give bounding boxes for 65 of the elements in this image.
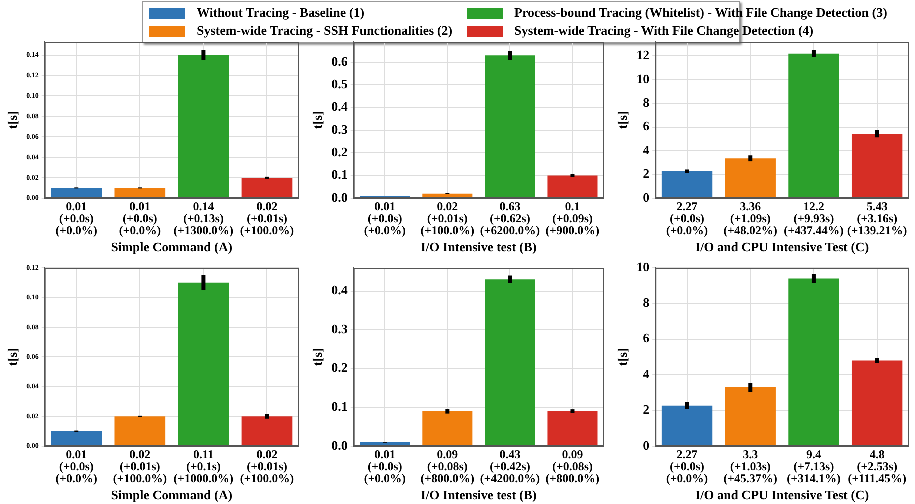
x-tick-label: 3.3 (+1.03s) (+45.37%)	[724, 447, 778, 486]
y-tick-label: 0.3	[332, 321, 348, 336]
x-tick-label: 0.1 (+0.09s) (+900.0%)	[546, 199, 600, 238]
y-axis-title: t[s]	[5, 111, 20, 130]
y-tick-label: 0.5	[332, 76, 348, 92]
x-tick-label: 2.27 (+0.0s) (+0.0%)	[666, 447, 708, 486]
x-tick-label: 0.09 (+0.08s) (+800.0%)	[546, 447, 600, 486]
y-axis-title: t[s]	[310, 111, 326, 130]
y-tick-label: 2	[643, 166, 650, 182]
y-axis-title: t[s]	[5, 348, 20, 366]
y-tick-label: 0.2	[332, 360, 348, 376]
y-tick-label: 0.4	[332, 99, 348, 114]
x-tick-label: 0.01 (+0.0s) (+0.0%)	[119, 199, 162, 238]
x-axis-title: I/O and CPU Intensive Test (C)	[695, 488, 870, 503]
x-axis-title: Simple Command (A)	[111, 240, 233, 255]
y-tick-label: 8	[643, 295, 650, 310]
y-tick-label: 0	[643, 438, 650, 453]
x-tick-label: 0.01 (+0.0s) (+0.0%)	[364, 447, 406, 486]
legend-label: System-wide Tracing - SSH Functionalities (2)	[197, 23, 453, 39]
y-tick-label: 4	[643, 142, 650, 158]
legend-label: Process-bound Tracing (Whitelist) - With File Change Detection (3)	[514, 5, 888, 21]
legend-label: System-wide Tracing - With File Change Detection (4)	[514, 23, 814, 39]
y-tick-label: 0.0	[332, 190, 348, 205]
x-tick-label: 0.02 (+0.01s) (+100.0%)	[113, 447, 168, 486]
x-tick-label: 0.02 (+0.01s) (+100.0%)	[240, 447, 294, 486]
y-tick-label: 0.6	[332, 54, 348, 69]
y-tick-label: 10	[636, 71, 650, 86]
x-tick-label: 0.01 (+0.0s) (+0.0%)	[56, 447, 98, 486]
x-tick-label: 0.63 (+0.62s) (+6200.0%)	[480, 199, 540, 238]
y-axis-title: t[s]	[615, 348, 630, 366]
x-tick-label: 2.27 (+0.0s) (+0.0%)	[666, 199, 708, 238]
y-tick-label: 2	[643, 402, 650, 418]
x-tick-label: 3.36 (+1.09s) (+48.02%)	[724, 199, 778, 238]
legend-label: Without Tracing - Baseline (1)	[197, 5, 365, 21]
x-tick-label: 0.01 (+0.0s) (+0.0%)	[364, 199, 406, 238]
x-tick-label: 0.01 (+0.0s) (+0.0%)	[56, 199, 98, 238]
x-tick-label: 0.02 (+0.01s) (+100.0%)	[420, 199, 475, 238]
x-tick-label: 9.4 (+7.13s) (+314.1%)	[787, 447, 841, 486]
x-tick-label: 0.14 (+0.13s) (+1300.0%)	[174, 199, 234, 238]
y-tick-label: 12	[636, 48, 650, 63]
y-tick-label: 8	[643, 94, 650, 110]
y-axis-title: t[s]	[310, 348, 326, 366]
y-tick-label: 0.4	[332, 282, 348, 298]
x-axis-title: I/O Intensive test (B)	[420, 488, 537, 503]
x-tick-label: 0.02 (+0.01s) (+100.0%)	[240, 199, 294, 238]
x-tick-label: 0.43 (+0.42s) (+4200.0%)	[480, 447, 540, 486]
x-tick-label: 5.43 (+3.16s) (+139.21%)	[847, 199, 908, 238]
y-tick-label: 6	[643, 330, 650, 346]
y-tick-label: 6	[643, 118, 650, 134]
x-tick-label: 4.8 (+2.53s) (+111.45%)	[848, 447, 907, 486]
y-tick-label: 0.0	[332, 438, 348, 453]
x-tick-label: 12.2 (+9.93s) (+437.44%)	[784, 199, 844, 238]
y-tick-label: 4	[643, 366, 650, 382]
y-tick-label: 0.1	[332, 167, 348, 182]
y-tick-label: 0	[643, 190, 650, 205]
x-axis-title: I/O and CPU Intensive Test (C)	[695, 240, 870, 255]
x-axis-title: Simple Command (A)	[111, 488, 233, 503]
y-tick-label: 0.3	[332, 122, 348, 137]
x-axis-title: I/O Intensive test (B)	[420, 240, 537, 255]
y-tick-label: 0.1	[332, 398, 348, 414]
x-tick-label: 0.09 (+0.08s) (+800.0%)	[420, 447, 475, 486]
x-tick-label: 0.11 (+0.1s) (+1000.0%)	[174, 447, 234, 486]
y-tick-label: 0.2	[332, 144, 348, 160]
y-axis-title: t[s]	[615, 111, 630, 130]
y-tick-label: 10	[636, 259, 650, 274]
